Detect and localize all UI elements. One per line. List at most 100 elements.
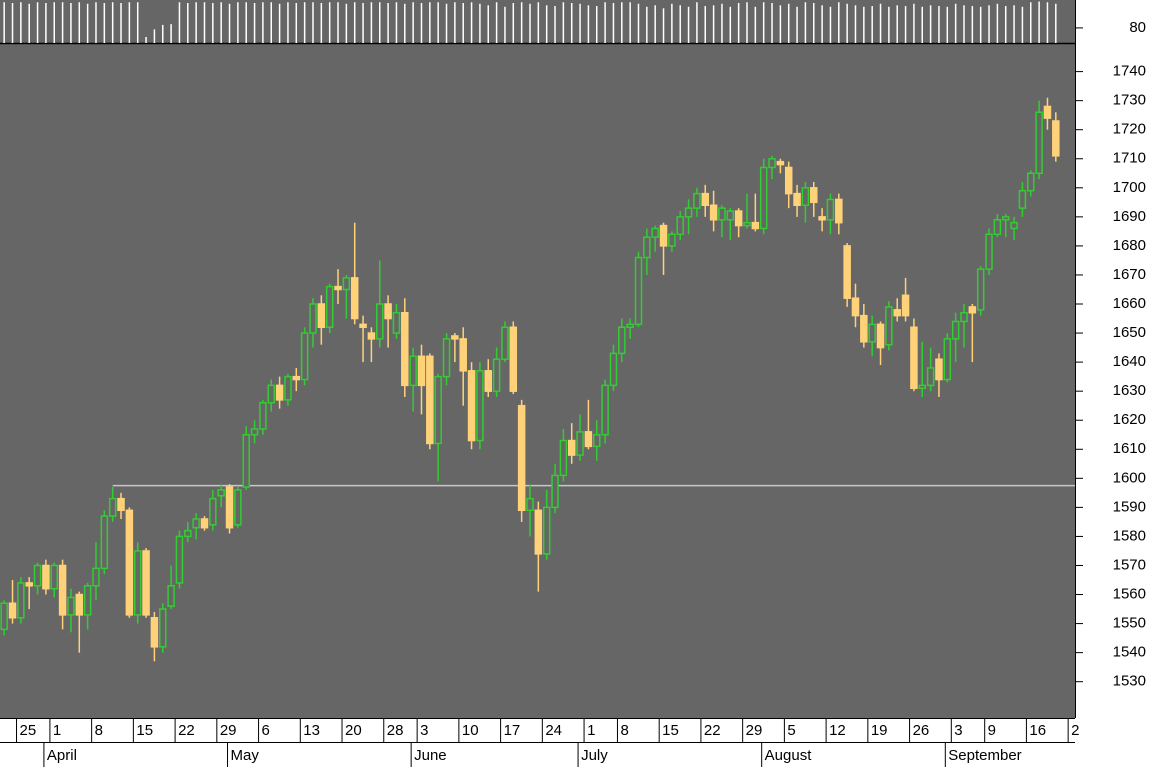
candle-body	[684, 207, 693, 218]
candle-body	[776, 160, 785, 166]
candle-body	[843, 245, 851, 299]
x-tick-label: 29	[746, 722, 763, 739]
candle-body	[192, 518, 200, 529]
candle-body	[868, 323, 876, 343]
candle-body	[734, 210, 743, 227]
candle-body	[501, 326, 509, 360]
x-tick-label: 8	[95, 722, 103, 739]
candle-body	[693, 192, 701, 209]
candle-body	[609, 352, 618, 387]
y-tick-label: 1570	[1113, 556, 1146, 573]
candle-body	[476, 370, 484, 442]
candle-body	[167, 585, 175, 607]
y-tick-label: 1550	[1113, 615, 1146, 632]
y-tick-label: 1640	[1113, 353, 1146, 370]
candle-body	[75, 593, 84, 616]
candle-body	[976, 268, 985, 311]
candle-body	[401, 311, 409, 387]
x-tick-label: 13	[303, 722, 320, 739]
candle-body	[668, 233, 676, 247]
y-tick-label: 1720	[1113, 121, 1146, 138]
candle-body	[993, 219, 1002, 236]
x-tick-label: 3	[420, 722, 428, 739]
candle-body	[901, 294, 910, 317]
candle-body	[1010, 221, 1018, 230]
candle-body	[83, 585, 92, 616]
candle-body	[960, 311, 968, 323]
candle-body	[434, 375, 442, 445]
candle-body	[1035, 111, 1043, 175]
candle-body	[751, 221, 760, 230]
y-tick-label: 1740	[1113, 63, 1146, 80]
candle-body	[142, 550, 150, 616]
candle-body	[100, 515, 109, 570]
candle-body	[242, 433, 250, 488]
x-tick-label: 12	[829, 722, 846, 739]
candle-body	[860, 314, 868, 343]
candle-body	[885, 306, 893, 346]
candle-body	[467, 370, 476, 442]
candle-body	[217, 489, 225, 497]
candle-body	[284, 375, 292, 401]
volume-tick-label: 80	[1129, 19, 1146, 36]
candle-body	[810, 187, 818, 204]
candle-body	[743, 221, 751, 227]
candle-body	[551, 474, 559, 509]
candle-body	[17, 582, 25, 619]
candle-body	[184, 529, 192, 538]
candle-body	[50, 564, 59, 590]
candle-body	[559, 439, 568, 477]
candle-body	[259, 402, 267, 430]
y-tick-label: 1560	[1113, 585, 1146, 602]
candle-body	[234, 489, 242, 526]
candle-body	[275, 384, 284, 401]
candle-body	[876, 323, 885, 349]
y-tick-label: 1590	[1113, 498, 1146, 515]
y-tick-label: 1540	[1113, 644, 1146, 661]
candle-body	[676, 216, 684, 236]
candle-body	[58, 564, 67, 616]
candle-body	[618, 326, 626, 355]
x-tick-label: 5	[787, 722, 795, 739]
y-tick-label: 1600	[1113, 469, 1146, 486]
candle-body	[784, 166, 793, 195]
x-tick-label: 9	[988, 722, 996, 739]
candle-body	[826, 198, 835, 221]
x-tick-label: 24	[545, 722, 562, 739]
candle-body	[835, 198, 843, 224]
month-label: July	[581, 747, 608, 764]
x-tick-label: 26	[913, 722, 930, 739]
x-tick-label: 2	[1071, 722, 1079, 739]
candle-body	[325, 285, 334, 329]
candle-body	[92, 567, 100, 587]
x-tick-label: 22	[704, 722, 721, 739]
candle-body	[200, 518, 209, 529]
candle-body	[225, 486, 234, 529]
x-tick-label: 16	[1029, 722, 1046, 739]
candle-body	[926, 367, 935, 387]
candle-body	[643, 236, 651, 259]
candle-body	[309, 303, 317, 334]
month-label: September	[948, 747, 1021, 764]
candle-body	[175, 535, 184, 584]
candle-body	[726, 210, 735, 221]
candle-body	[442, 338, 451, 378]
candle-body	[384, 303, 392, 320]
x-tick-label: 17	[504, 722, 521, 739]
candle-body	[768, 158, 776, 169]
candle-body	[818, 216, 826, 221]
y-tick-label: 1530	[1113, 673, 1146, 690]
candle-body	[576, 431, 584, 456]
candle-body	[1018, 189, 1027, 209]
candle-body	[342, 277, 351, 291]
y-tick-label: 1660	[1113, 295, 1146, 312]
x-tick-label: 8	[620, 722, 628, 739]
x-tick-label: 19	[871, 722, 888, 739]
candle-body	[1043, 105, 1052, 119]
candle-body	[300, 332, 309, 381]
candle-body	[451, 335, 459, 340]
y-tick-label: 1670	[1113, 266, 1146, 283]
candle-body	[626, 323, 634, 329]
candle-body	[943, 338, 952, 381]
